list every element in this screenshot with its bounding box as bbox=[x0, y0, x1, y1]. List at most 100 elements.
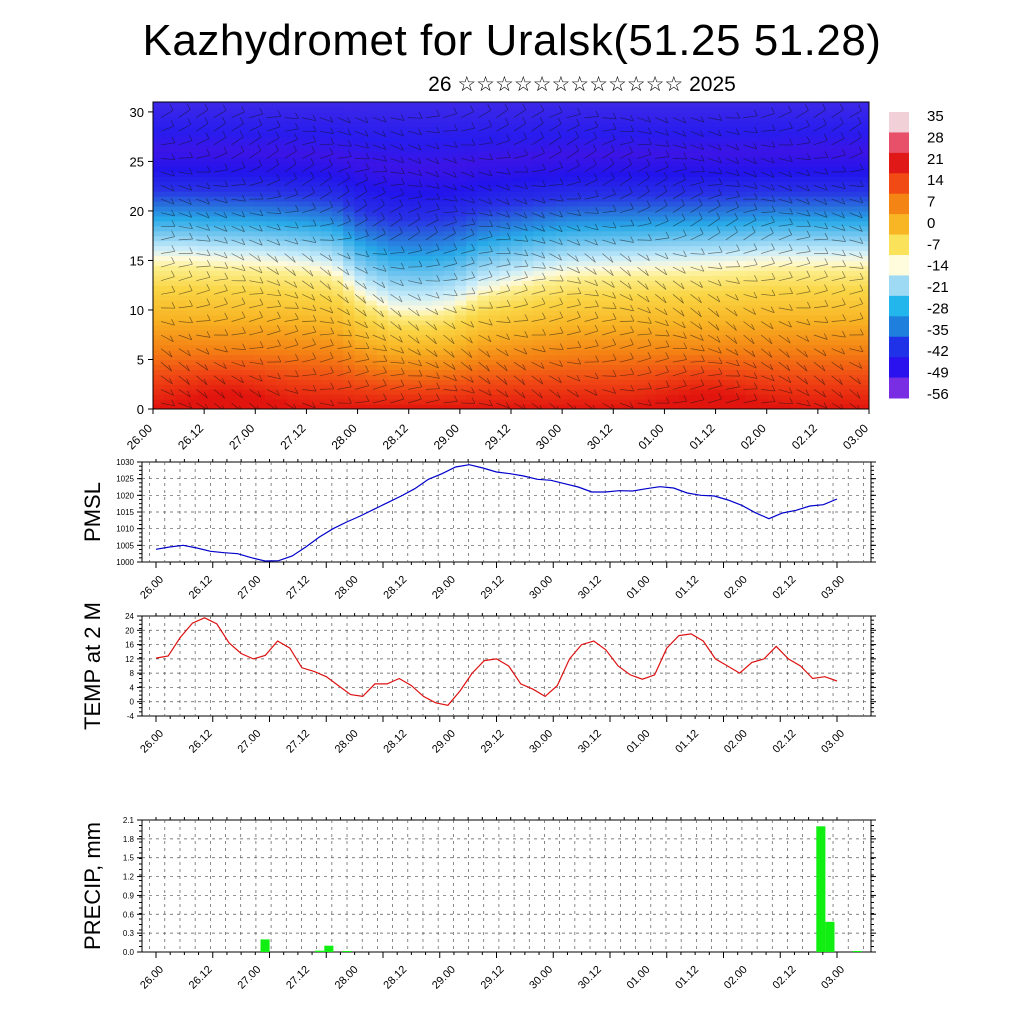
colorbar-swatch bbox=[889, 112, 909, 133]
y-tick-label: 20 bbox=[125, 626, 134, 635]
x-tick-label: 29.00 bbox=[430, 728, 458, 756]
x-tick-label: 27.12 bbox=[284, 728, 312, 756]
x-tick-label: 29.12 bbox=[479, 574, 507, 602]
x-tick-label: 03.00 bbox=[819, 574, 847, 602]
precip-bar bbox=[816, 826, 826, 952]
colorbar-swatch bbox=[889, 234, 909, 256]
precip-bar bbox=[315, 950, 325, 952]
x-tick-label: 30.12 bbox=[584, 421, 615, 452]
x-tick-label: 29.00 bbox=[431, 421, 462, 452]
chart-title: Kazhydromet for Uralsk(51.25 51.28) bbox=[142, 16, 882, 65]
colorbar-swatch bbox=[889, 132, 909, 154]
colorbar-label: -14 bbox=[927, 258, 949, 275]
wind-barbs bbox=[160, 103, 864, 409]
y-tick-label: 30 bbox=[130, 105, 144, 120]
precip-bar bbox=[324, 945, 334, 952]
x-tick-label: 26.12 bbox=[175, 421, 206, 452]
x-tick-label: 01.00 bbox=[635, 421, 666, 452]
x-tick-label: 28.12 bbox=[381, 964, 409, 992]
x-tick-label: 28.00 bbox=[333, 574, 361, 602]
y-tick-label: 1005 bbox=[116, 541, 134, 550]
x-tick-label: 30.00 bbox=[527, 728, 555, 756]
x-tick-label: 02.12 bbox=[789, 421, 820, 452]
x-tick-label: 02.00 bbox=[722, 574, 750, 602]
y-tick-label: 0 bbox=[137, 402, 144, 417]
pmsl-ylabel: PMSL bbox=[80, 482, 105, 542]
pmsl-grid bbox=[142, 462, 871, 562]
y-tick-label: 0.6 bbox=[123, 910, 135, 919]
colorbar-swatch bbox=[889, 336, 909, 358]
colorbar-label: 7 bbox=[927, 194, 935, 211]
x-tick-label: 27.00 bbox=[235, 964, 263, 992]
y-tick-label: 5 bbox=[137, 352, 144, 367]
x-tick-label: 01.12 bbox=[687, 421, 718, 452]
colorbar-swatch bbox=[889, 255, 909, 276]
heatmap-cells bbox=[153, 102, 869, 409]
x-tick-label: 30.00 bbox=[533, 421, 564, 452]
temp-ylabel: TEMP at 2 M bbox=[80, 602, 105, 730]
y-tick-label: 0.0 bbox=[123, 948, 135, 957]
colorbar-swatch bbox=[889, 193, 909, 215]
x-tick-label: 27.12 bbox=[277, 421, 308, 452]
precip-bar bbox=[260, 939, 270, 952]
x-tick-label: 29.00 bbox=[430, 574, 458, 602]
x-tick-label: 01.12 bbox=[673, 964, 701, 992]
x-tick-label: 30.12 bbox=[576, 728, 604, 756]
x-tick-label: 27.00 bbox=[235, 574, 263, 602]
x-tick-label: 27.12 bbox=[284, 574, 312, 602]
colorbar-label: 14 bbox=[927, 172, 944, 189]
x-tick-label: 28.00 bbox=[333, 728, 361, 756]
x-tick-label: 30.12 bbox=[576, 574, 604, 602]
x-tick-label: 02.00 bbox=[738, 421, 769, 452]
y-tick-label: 20 bbox=[130, 204, 144, 219]
x-tick-label: 01.00 bbox=[625, 964, 653, 992]
x-tick-label: 30.12 bbox=[576, 964, 604, 992]
x-tick-label: 02.12 bbox=[771, 728, 799, 756]
x-tick-label: 27.12 bbox=[284, 964, 312, 992]
precip-bar bbox=[825, 921, 835, 952]
y-tick-label: -4 bbox=[127, 712, 135, 721]
precip-ylabel: PRECIP, mm bbox=[80, 822, 105, 950]
precip-bar bbox=[342, 951, 352, 952]
y-tick-label: 1015 bbox=[116, 508, 134, 517]
colorbar-label: -49 bbox=[927, 365, 949, 382]
x-tick-label: 01.00 bbox=[625, 728, 653, 756]
y-tick-label: 1020 bbox=[116, 491, 134, 500]
y-tick-label: 1.2 bbox=[123, 873, 135, 882]
colorbar-swatch bbox=[889, 357, 909, 379]
x-tick-label: 28.12 bbox=[381, 728, 409, 756]
x-tick-label: 01.12 bbox=[673, 574, 701, 602]
x-tick-label: 02.00 bbox=[722, 728, 750, 756]
x-tick-label: 26.00 bbox=[138, 574, 166, 602]
y-tick-label: 8 bbox=[130, 669, 135, 678]
x-tick-label: 26.12 bbox=[187, 964, 215, 992]
y-tick-label: 0 bbox=[130, 698, 135, 707]
x-tick-label: 29.12 bbox=[479, 728, 507, 756]
colorbar-label: -56 bbox=[927, 386, 949, 403]
colorbar-label: -7 bbox=[927, 236, 940, 253]
y-tick-label: 0.3 bbox=[123, 929, 135, 938]
x-tick-label: 27.00 bbox=[235, 728, 263, 756]
y-tick-label: 12 bbox=[125, 655, 134, 664]
x-tick-label: 28.00 bbox=[329, 421, 360, 452]
colorbar-swatch bbox=[889, 173, 909, 195]
x-tick-label: 26.12 bbox=[187, 728, 215, 756]
x-tick-label: 28.00 bbox=[333, 964, 361, 992]
x-tick-label: 02.00 bbox=[722, 964, 750, 992]
colorbar-label: -21 bbox=[927, 279, 949, 296]
colorbar-label: 0 bbox=[927, 215, 935, 232]
precip-grid bbox=[142, 820, 871, 952]
precip-bar bbox=[852, 951, 862, 952]
colorbar-label: 28 bbox=[927, 129, 944, 146]
y-tick-label: 2.1 bbox=[123, 816, 135, 825]
colorbar-swatch bbox=[889, 316, 909, 338]
colorbar-label: -35 bbox=[927, 322, 949, 339]
y-tick-label: 0.9 bbox=[123, 891, 135, 900]
x-tick-label: 28.12 bbox=[380, 421, 411, 452]
x-tick-label: 29.12 bbox=[479, 964, 507, 992]
x-tick-label: 03.00 bbox=[840, 421, 871, 452]
x-tick-label: 29.12 bbox=[482, 421, 513, 452]
x-tick-label: 02.12 bbox=[771, 964, 799, 992]
temp-frame bbox=[141, 615, 872, 717]
y-tick-label: 16 bbox=[125, 641, 134, 650]
